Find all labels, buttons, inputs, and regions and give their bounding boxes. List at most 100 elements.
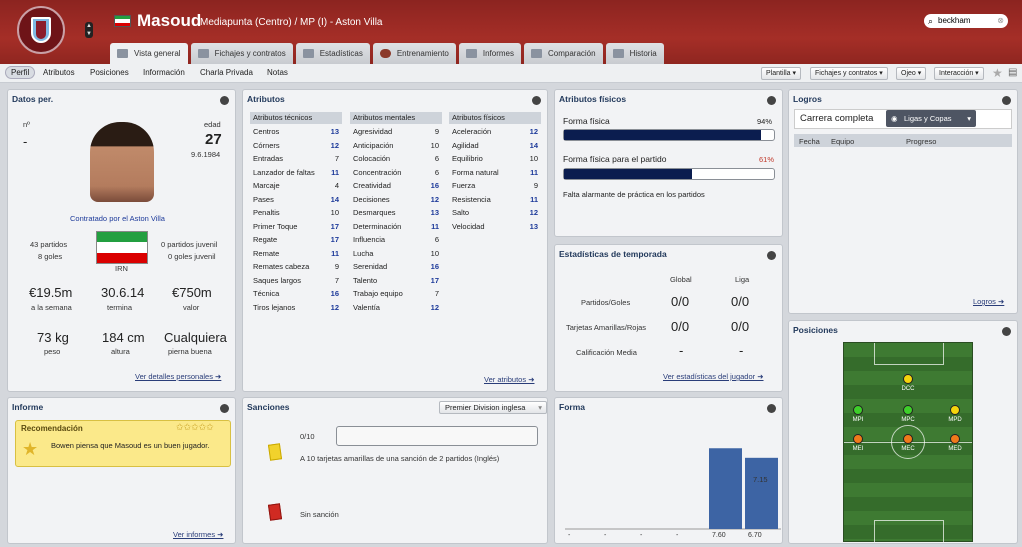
contract-info[interactable]: Contratado por el Aston Villa xyxy=(70,214,165,223)
fitness-note: Falta alarmante de práctica en los parti… xyxy=(563,190,705,199)
stat-row-liga: 0/0 xyxy=(731,319,750,334)
attribute-row: Saques largos 7 xyxy=(250,274,342,288)
clear-search-icon[interactable]: ⊗ xyxy=(997,16,1004,25)
attribute-name: Regate xyxy=(253,235,278,244)
attribute-value: 11 xyxy=(331,248,339,258)
subnav-perfil[interactable]: Perfil xyxy=(5,66,36,79)
foot-label: pierna buena xyxy=(168,347,212,356)
tab-entrenamiento[interactable]: Entrenamiento xyxy=(372,43,456,64)
report-icon xyxy=(465,49,477,58)
player-stats-link[interactable]: Ver estadísticas del jugador ➜ xyxy=(663,372,764,381)
attribute-value: 12 xyxy=(330,302,339,312)
expiry-label: termina xyxy=(107,303,133,312)
ojeo-dropdown[interactable]: Ojeo ▾ xyxy=(896,67,927,80)
position-mpi-marker xyxy=(853,405,863,415)
attribute-row: Equilibrio 10 xyxy=(449,152,541,166)
match-fitness-value: 61% xyxy=(759,155,775,164)
attribute-name: Entradas xyxy=(253,154,284,163)
attribute-row: Colocación 6 xyxy=(350,152,442,166)
search-input[interactable]: ⌕ beckham ⊗ xyxy=(924,14,1008,28)
menu-icon[interactable]: ▤ xyxy=(1008,67,1018,78)
subnav-notas[interactable]: Notas xyxy=(267,68,288,77)
attribute-name: Centros xyxy=(253,127,280,136)
position-label: MPI xyxy=(852,417,864,423)
attribute-value: 7 xyxy=(334,275,339,285)
penalty-box-top xyxy=(874,343,944,365)
attribute-name: Determinación xyxy=(353,221,402,231)
tab-vista-general[interactable]: Vista general xyxy=(110,43,188,64)
attribute-row: Salto 12 xyxy=(449,206,541,220)
subnav-charla[interactable]: Charla Privada xyxy=(200,68,253,77)
market-value: €750m xyxy=(172,285,212,300)
tab-fichajes[interactable]: Fichajes y contratos xyxy=(190,43,293,64)
attribute-value: 10 xyxy=(529,154,538,163)
panel-title: Atributos físicos xyxy=(559,92,778,106)
panel-title: Sanciones xyxy=(247,400,543,414)
cards-note: A 10 tarjetas amarillas de una sanción d… xyxy=(300,454,500,463)
subnav-atributos[interactable]: Atributos xyxy=(43,68,75,77)
attributes-link[interactable]: Ver atributos ➜ xyxy=(484,375,535,384)
wage-label: a la semana xyxy=(31,303,72,312)
attribute-name: Creatividad xyxy=(353,181,391,190)
form-bar[interactable] xyxy=(709,448,742,529)
attribute-value: 14 xyxy=(529,140,538,150)
red-card-icon xyxy=(267,503,283,521)
attribute-row: Marcaje 4 xyxy=(250,179,342,193)
favorite-star-icon[interactable]: ★ xyxy=(992,66,1003,80)
stat-row-liga: - xyxy=(739,343,744,358)
tab-comparacion[interactable]: Comparación xyxy=(524,43,603,64)
attribute-name: Valentía xyxy=(353,302,380,312)
attribute-name: Aceleración xyxy=(452,127,492,136)
attribute-row: Penaltis 10 xyxy=(250,206,342,220)
panel-title: Posiciones xyxy=(793,323,1013,337)
attribute-name: Influencia xyxy=(353,235,386,244)
history-icon xyxy=(612,49,624,58)
compare-icon xyxy=(531,49,542,58)
attribute-row: Tiros lejanos 12 xyxy=(250,301,342,315)
position-label: MED xyxy=(948,446,962,452)
interaccion-dropdown[interactable]: Interacción ▾ xyxy=(934,67,984,80)
attribute-name: Tiros lejanos xyxy=(253,302,296,312)
col-equipo[interactable]: Equipo xyxy=(831,137,855,146)
tab-informes[interactable]: Informes xyxy=(458,43,521,64)
reports-link[interactable]: Ver informes ➜ xyxy=(173,530,224,539)
tab-estadisticas[interactable]: Estadísticas xyxy=(295,43,370,64)
fichajes-dropdown[interactable]: Fichajes y contratos ▾ xyxy=(810,67,888,80)
attribute-name: Concentración xyxy=(353,167,402,177)
col-progreso[interactable]: Progreso xyxy=(906,137,937,146)
attribute-row: Remate 11 xyxy=(250,247,342,261)
form-chart: - - - - 7.60 6.70 7.15 xyxy=(565,448,781,539)
league-dropdown[interactable]: Premier Division inglesa ▾ xyxy=(439,401,547,414)
competition-dropdown[interactable]: Ligas y Copas ◉ ▾ xyxy=(886,110,976,127)
achievements-link[interactable]: Logros ➜ xyxy=(973,297,1005,306)
personal-details-link[interactable]: Ver detalles personales ➜ xyxy=(135,372,222,381)
player-photo xyxy=(90,122,154,202)
form-bar[interactable] xyxy=(745,457,778,529)
attribute-name: Primer Toque xyxy=(253,221,298,231)
position-label: MEI xyxy=(852,446,864,452)
physical-header: Atributos físicos xyxy=(449,112,541,124)
stat-row-liga: 0/0 xyxy=(731,294,750,309)
attribute-value: 10 xyxy=(430,140,439,150)
mental-header: Atributos mentales xyxy=(350,112,442,124)
attribute-value: 17 xyxy=(330,221,339,231)
subnav-posiciones[interactable]: Posiciones xyxy=(90,68,129,77)
attribute-name: Penaltis xyxy=(253,208,280,217)
subnav-informacion[interactable]: Información xyxy=(143,68,185,77)
club-crest-icon[interactable] xyxy=(17,6,65,54)
plantilla-dropdown[interactable]: Plantilla ▾ xyxy=(761,67,801,80)
fisicos-panel: Atributos físicos Forma física 94% Forma… xyxy=(554,89,783,237)
position-mpd-marker xyxy=(950,405,960,415)
sanciones-panel: Sanciones Premier Division inglesa ▾ 0/10… xyxy=(242,397,548,544)
attribute-value: 11 xyxy=(530,167,538,177)
recommendation-box: Recomendación ✩✩✩✩✩ ★ Bowen piensa que M… xyxy=(15,420,231,467)
table-header xyxy=(794,134,1012,147)
player-switch-arrows[interactable]: ▲ ▼ xyxy=(85,22,93,38)
fitness-value: 94% xyxy=(757,117,773,126)
age-label: edad xyxy=(204,120,221,129)
attribute-row: Decisiones 12 xyxy=(350,193,442,207)
attribute-row: Valentía 12 xyxy=(350,301,442,315)
goals: 8 goles xyxy=(38,252,63,261)
tab-historia[interactable]: Historia xyxy=(605,43,664,64)
col-fecha[interactable]: Fecha xyxy=(799,137,820,146)
